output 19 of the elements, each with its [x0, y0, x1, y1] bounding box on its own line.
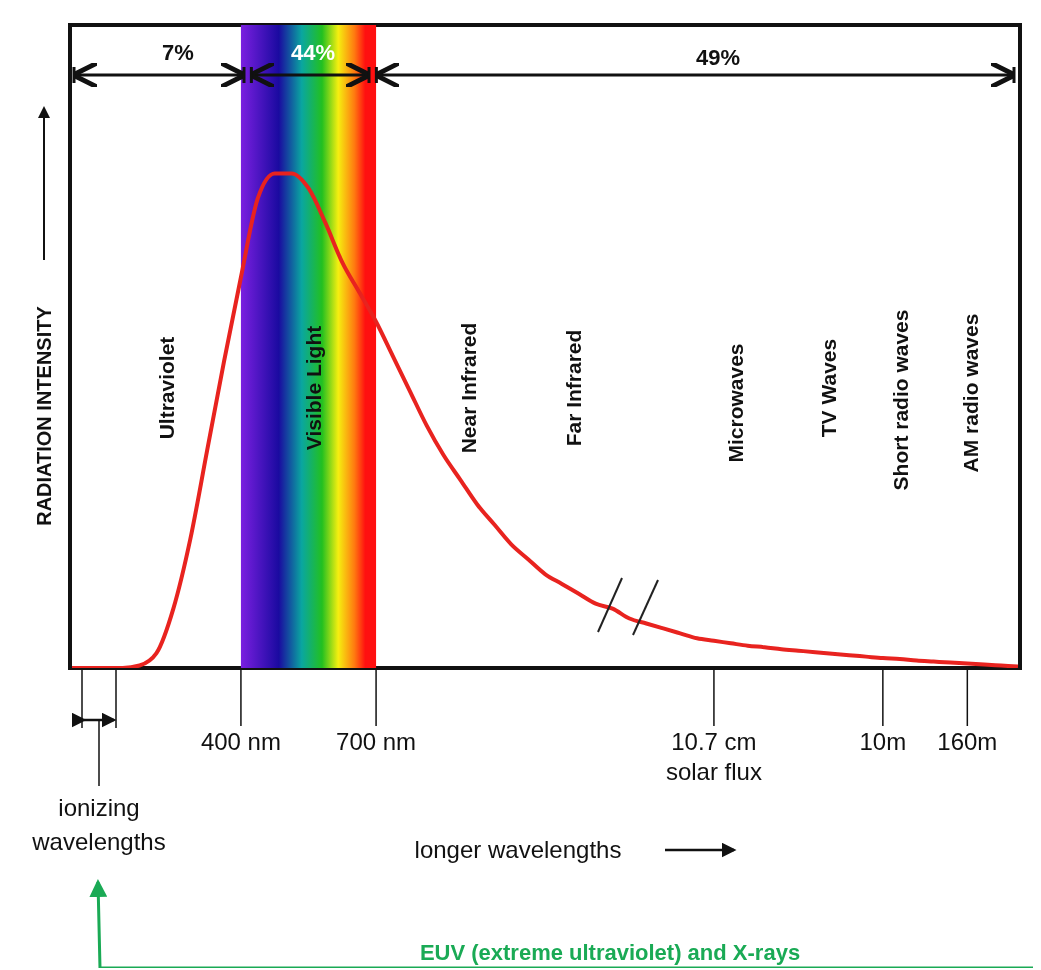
- x-tick-label: 160m: [937, 728, 998, 755]
- text: 7%: [162, 40, 194, 65]
- annotation: Short radio waves: [888, 309, 912, 491]
- text: EUV (extreme ultraviolet) and X-rays: [419, 940, 801, 965]
- x-tick-label: 400 nm: [200, 728, 281, 755]
- text: longer wavelengths: [414, 836, 622, 863]
- annotation: Far Infrared: [561, 329, 585, 447]
- annotation: Microwaves: [723, 343, 747, 463]
- annotation: Ultraviolet: [154, 336, 178, 440]
- x-tick-label: 700 nm: [336, 728, 417, 755]
- x-tick-label: 10.7 cm solar flux: [665, 728, 762, 785]
- annotation: Visible Light: [301, 325, 325, 451]
- x-tick-label: 10m: [859, 728, 907, 755]
- text: 49%: [695, 45, 741, 70]
- y-axis-title: RADIATION INTENSITY: [33, 305, 55, 526]
- annotation: AM radio waves: [958, 313, 982, 473]
- text: ionizing wavelengths: [31, 794, 166, 855]
- annotation: TV Waves: [816, 338, 840, 438]
- annotation: Near Infrared: [456, 322, 480, 454]
